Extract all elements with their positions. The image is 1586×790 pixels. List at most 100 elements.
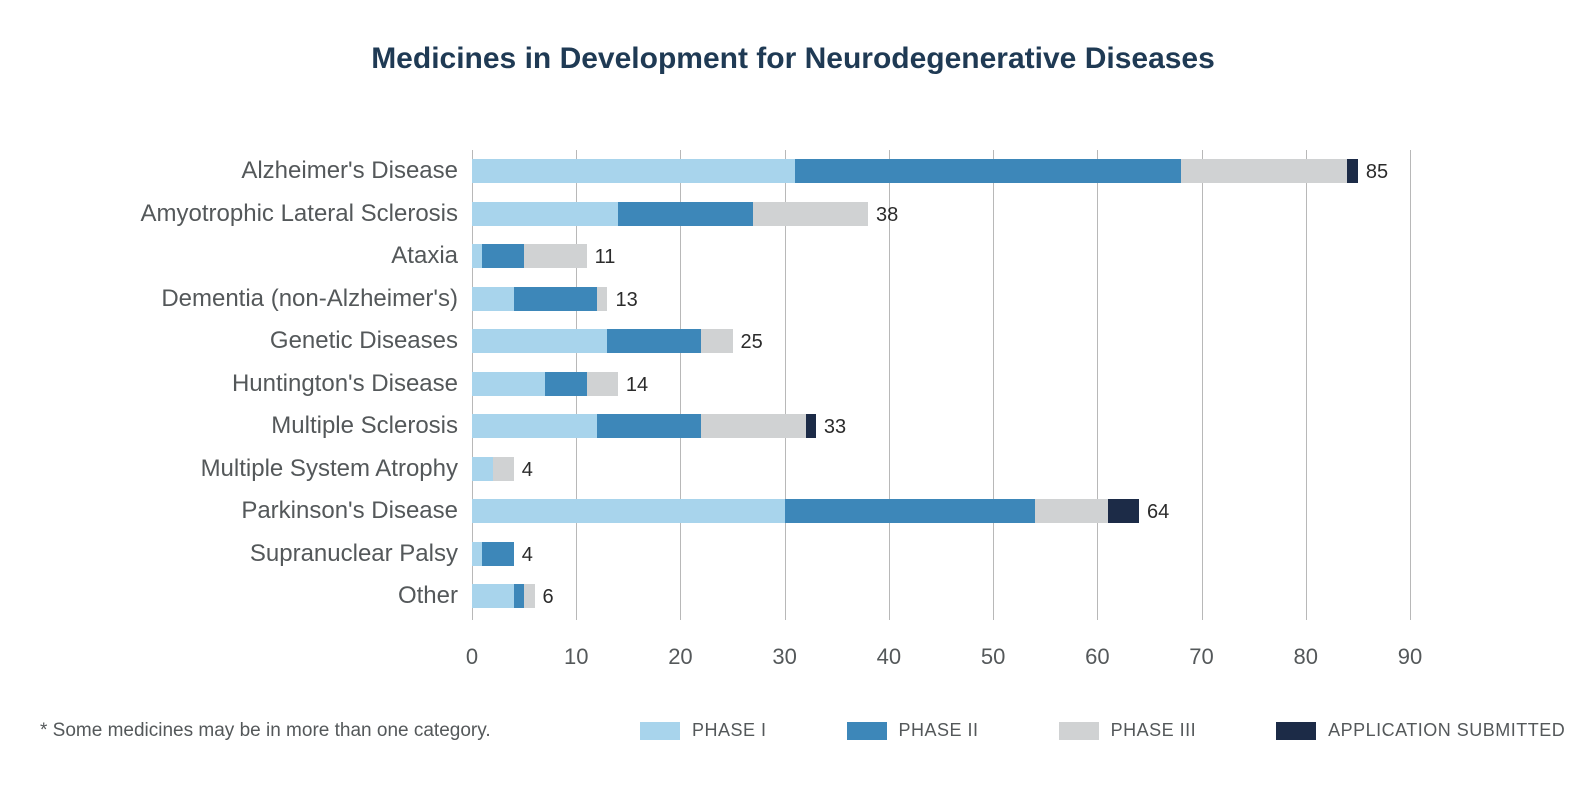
bar-segment-phase-iii — [701, 414, 805, 438]
chart-row: Huntington's Disease14 — [472, 363, 1410, 406]
bar-segment-phase-ii — [607, 329, 701, 353]
bar-segment-phase-i — [472, 457, 493, 481]
bar-segment-phase-i — [472, 499, 785, 523]
bar-segment-phase-i — [472, 202, 618, 226]
bar-total-label: 14 — [618, 374, 648, 397]
category-label: Huntington's Disease — [232, 372, 472, 396]
x-tick-label: 10 — [564, 644, 588, 670]
legend-swatch — [1276, 722, 1316, 740]
chart-row: Amyotrophic Lateral Sclerosis38 — [472, 193, 1410, 236]
chart-row: Dementia (non-Alzheimer's)13 — [472, 278, 1410, 321]
bar-total-label: 4 — [514, 544, 533, 567]
legend-label: APPLICATION SUBMITTED — [1328, 720, 1565, 741]
bar-segment-phase-iii — [1035, 499, 1108, 523]
bar-segment-phase-iii — [493, 457, 514, 481]
bar-segment-phase-ii — [514, 584, 524, 608]
category-label: Ataxia — [391, 244, 472, 268]
bar-segment-phase-ii — [545, 372, 587, 396]
chart-plot-area: 0102030405060708090Alzheimer's Disease85… — [472, 150, 1410, 620]
category-label: Alzheimer's Disease — [241, 159, 472, 183]
category-label: Dementia (non-Alzheimer's) — [161, 287, 472, 311]
chart-row: Multiple System Atrophy4 — [472, 448, 1410, 491]
chart-footnote: * Some medicines may be in more than one… — [40, 720, 491, 742]
legend-swatch — [1059, 722, 1099, 740]
bar-segment-phase-i — [472, 244, 482, 268]
bar-segment-application-submitted — [1108, 499, 1139, 523]
stacked-bar: 85 — [472, 159, 1358, 183]
bar-segment-phase-iii — [587, 372, 618, 396]
bar-segment-phase-i — [472, 372, 545, 396]
category-label: Multiple Sclerosis — [271, 414, 472, 438]
chart-row: Ataxia11 — [472, 235, 1410, 278]
bar-segment-phase-iii — [524, 244, 587, 268]
chart-row: Other6 — [472, 575, 1410, 618]
x-tick-label: 0 — [466, 644, 478, 670]
bar-segment-application-submitted — [806, 414, 816, 438]
legend-item: APPLICATION SUBMITTED — [1276, 720, 1565, 741]
x-tick-label: 70 — [1189, 644, 1213, 670]
stacked-bar: 6 — [472, 584, 535, 608]
x-tick-label: 60 — [1085, 644, 1109, 670]
bar-segment-phase-iii — [597, 287, 607, 311]
category-label: Supranuclear Palsy — [250, 542, 472, 566]
gridline — [1410, 150, 1411, 620]
bar-segment-phase-ii — [618, 202, 753, 226]
stacked-bar: 11 — [472, 244, 587, 268]
bar-segment-phase-i — [472, 542, 482, 566]
bar-segment-phase-i — [472, 329, 607, 353]
bar-segment-phase-i — [472, 414, 597, 438]
category-label: Parkinson's Disease — [241, 499, 472, 523]
legend-item: PHASE III — [1059, 720, 1197, 741]
category-label: Other — [398, 584, 472, 608]
bar-segment-phase-i — [472, 584, 514, 608]
chart-row: Genetic Diseases25 — [472, 320, 1410, 363]
bar-segment-phase-ii — [795, 159, 1181, 183]
bar-total-label: 33 — [816, 416, 846, 439]
bar-total-label: 11 — [587, 246, 616, 269]
bar-segment-phase-ii — [514, 287, 597, 311]
chart-legend: PHASE I PHASE II PHASE III APPLICATION SUBM… — [640, 720, 1565, 741]
x-tick-label: 40 — [877, 644, 901, 670]
legend-swatch — [847, 722, 887, 740]
legend-label: PHASE I — [692, 720, 767, 741]
bar-total-label: 85 — [1358, 161, 1388, 184]
legend-swatch — [640, 722, 680, 740]
legend-item: PHASE I — [640, 720, 767, 741]
bar-segment-phase-ii — [785, 499, 1035, 523]
bar-segment-application-submitted — [1347, 159, 1357, 183]
legend-item: PHASE II — [847, 720, 979, 741]
bar-total-label: 4 — [514, 459, 533, 482]
stacked-bar: 33 — [472, 414, 816, 438]
bar-segment-phase-iii — [524, 584, 534, 608]
x-tick-label: 90 — [1398, 644, 1422, 670]
chart-row: Parkinson's Disease64 — [472, 490, 1410, 533]
stacked-bar: 4 — [472, 457, 514, 481]
category-label: Genetic Diseases — [270, 329, 472, 353]
x-tick-label: 80 — [1294, 644, 1318, 670]
stacked-bar: 25 — [472, 329, 733, 353]
stacked-bar: 38 — [472, 202, 868, 226]
category-label: Amyotrophic Lateral Sclerosis — [141, 202, 472, 226]
category-label: Multiple System Atrophy — [201, 457, 472, 481]
legend-label: PHASE II — [899, 720, 979, 741]
chart-row: Supranuclear Palsy4 — [472, 533, 1410, 576]
stacked-bar: 14 — [472, 372, 618, 396]
bar-total-label: 38 — [868, 204, 898, 227]
legend-label: PHASE III — [1111, 720, 1197, 741]
bar-segment-phase-ii — [482, 542, 513, 566]
chart-row: Alzheimer's Disease85 — [472, 150, 1410, 193]
bar-segment-phase-iii — [701, 329, 732, 353]
x-tick-label: 20 — [668, 644, 692, 670]
bar-segment-phase-ii — [482, 244, 524, 268]
x-tick-label: 30 — [772, 644, 796, 670]
bar-total-label: 6 — [535, 586, 554, 609]
stacked-bar: 13 — [472, 287, 607, 311]
bar-segment-phase-i — [472, 287, 514, 311]
bar-segment-phase-ii — [597, 414, 701, 438]
chart-title: Medicines in Development for Neurodegene… — [0, 42, 1586, 76]
bar-total-label: 13 — [607, 289, 637, 312]
bar-segment-phase-iii — [1181, 159, 1348, 183]
bar-total-label: 64 — [1139, 501, 1169, 524]
stacked-bar: 4 — [472, 542, 514, 566]
bar-total-label: 25 — [733, 331, 763, 354]
